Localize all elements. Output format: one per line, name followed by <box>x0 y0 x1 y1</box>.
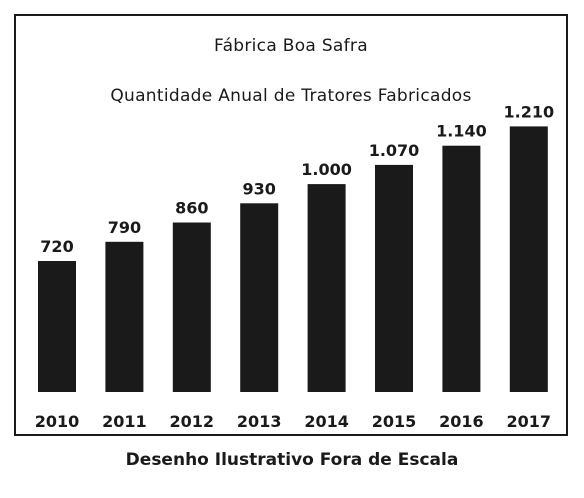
figure-caption: Desenho Ilustrativo Fora de Escala <box>125 450 459 470</box>
x-tick-label-2011: 2011 <box>102 412 147 431</box>
x-tick-label-2014: 2014 <box>304 412 349 431</box>
bar-2015 <box>375 164 413 392</box>
x-tick-label-2012: 2012 <box>170 412 215 431</box>
data-label-2012: 860 <box>175 199 208 218</box>
x-tick-label-2013: 2013 <box>237 412 282 431</box>
data-label-2016: 1.140 <box>436 122 487 141</box>
x-tick-label-2015: 2015 <box>372 412 417 431</box>
data-label-2015: 1.070 <box>369 141 420 160</box>
data-label-2011: 790 <box>108 218 141 237</box>
x-tick-label-2010: 2010 <box>35 412 80 431</box>
data-label-2010: 720 <box>40 237 73 256</box>
bar-2013 <box>240 203 279 392</box>
bar-2017 <box>509 126 548 393</box>
data-label-2017: 1.210 <box>503 102 554 121</box>
bar-2011 <box>105 241 144 392</box>
x-tick-label-2017: 2017 <box>507 412 552 431</box>
bar-2016 <box>442 145 481 392</box>
bar-2010 <box>38 261 76 392</box>
chart-title: Fábrica Boa Safra <box>214 36 368 56</box>
bar-2014 <box>307 184 346 392</box>
data-label-2014: 1.000 <box>301 160 352 179</box>
bar-2012 <box>172 222 211 392</box>
chart-subtitle: Quantidade Anual de Tratores Fabricados <box>110 86 472 106</box>
x-tick-label-2016: 2016 <box>439 412 484 431</box>
data-label-2013: 930 <box>242 179 275 198</box>
